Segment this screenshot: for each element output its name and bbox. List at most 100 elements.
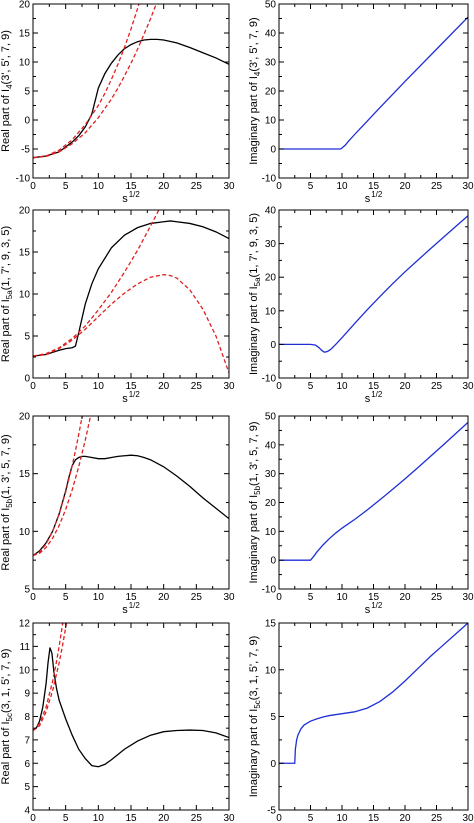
y-tick-label: 10 (265, 306, 277, 317)
y-tick-label: 20 (19, 0, 31, 11)
y-axis-label: Real part of I5c(3, 1, 5', 7, 9) (0, 649, 14, 785)
series-line-3 (33, 416, 92, 557)
y-tick-label: 50 (265, 0, 277, 11)
x-tick-label: 20 (158, 813, 170, 823)
y-tick-label: 30 (265, 239, 277, 250)
x-tick-label: 0 (276, 813, 282, 823)
y-tick-label: 10 (19, 527, 31, 538)
y-tick-label: 10 (265, 665, 277, 676)
series-line-1 (279, 215, 468, 353)
x-tick-label: 0 (30, 381, 36, 392)
y-tick-label: 30 (265, 469, 277, 480)
x-tick-label: 10 (93, 181, 105, 192)
x-tick-label: 10 (336, 381, 348, 392)
x-tick-label: 25 (431, 381, 443, 392)
x-tick-label: 15 (125, 181, 137, 192)
x-tick-label: 15 (368, 592, 380, 603)
plot-frame (278, 622, 469, 811)
y-tick-label: 50 (265, 412, 277, 423)
y-tick-label: 15 (19, 29, 31, 40)
x-tick-label: 25 (431, 592, 443, 603)
x-axis-label: s1/2 (122, 390, 140, 405)
x-tick-label: 30 (462, 813, 474, 823)
y-tick-label: 5 (24, 782, 30, 793)
x-tick-label: 10 (336, 181, 348, 192)
x-tick-label: 10 (336, 592, 348, 603)
y-tick-label: 5 (24, 332, 30, 343)
y-tick-label: 20 (265, 498, 277, 509)
plot-frame (278, 415, 469, 590)
x-axis-label: s1/2 (365, 601, 383, 616)
y-tick-label: 7 (24, 735, 30, 746)
y-tick-label: 20 (265, 87, 277, 98)
x-tick-label: 20 (399, 181, 411, 192)
y-axis-label: Real part of I5a(1, 7', 9, 3, 5) (0, 226, 14, 362)
y-tick-label: -5 (21, 145, 30, 156)
x-tick-label: 0 (276, 381, 282, 392)
x-tick-label: 5 (63, 181, 69, 192)
chart-panel-2: 0 5 10 15 20 25 30-1001020304050s1/2Imaginary … (248, 0, 474, 205)
x-axis-label: s1/2 (122, 601, 140, 616)
plot-frame (278, 3, 469, 179)
x-tick-label: 25 (431, 181, 443, 192)
series-line-1 (33, 38, 229, 159)
series-line-3 (33, 274, 229, 374)
y-tick-label: 12 (19, 619, 31, 630)
y-axis-label: Imaginary part of I4(3', 5', 7, 9) (248, 17, 262, 164)
y-tick-label: 20 (19, 206, 31, 217)
x-tick-label: 5 (308, 813, 314, 823)
x-tick-label: 0 (30, 813, 36, 823)
x-tick-label: 20 (158, 381, 170, 392)
series-line-3 (33, 4, 157, 159)
y-tick-label: 5 (24, 87, 30, 98)
y-tick-label: 40 (265, 206, 277, 217)
series-line-2 (33, 4, 140, 159)
x-tick-label: 20 (158, 181, 170, 192)
plot-frame (278, 209, 469, 379)
y-tick-label: 40 (265, 29, 277, 40)
x-tick-label: 5 (308, 592, 314, 603)
y-tick-label: -10 (16, 174, 31, 185)
y-axis-label: Real part of I4(3', 5', 7, 9) (0, 30, 14, 152)
chart-panel-1: 0 5 10 15 20 25 30 -10 -5 0 5 10 15 20 s1/2 Real part o… (0, 0, 235, 205)
y-tick-label: 4 (24, 806, 30, 817)
series-line-1 (279, 623, 468, 764)
x-tick-label: 30 (223, 813, 235, 823)
x-tick-label: 5 (63, 813, 69, 823)
y-tick-label: 10 (19, 58, 31, 69)
y-tick-label: 40 (265, 440, 277, 451)
x-tick-label: 15 (368, 381, 380, 392)
x-tick-label: 30 (223, 592, 235, 603)
series-line-1 (279, 421, 468, 561)
x-tick-label: 25 (191, 813, 203, 823)
y-tick-label: 0 (270, 556, 276, 567)
x-tick-label: 15 (125, 381, 137, 392)
series-line-2 (33, 623, 64, 731)
y-tick-label: 0 (24, 116, 30, 127)
x-tick-label: 5 (308, 181, 314, 192)
x-tick-label: 30 (223, 181, 235, 192)
x-axis-label: s1/2 (365, 390, 383, 405)
y-tick-label: 0 (270, 145, 276, 156)
x-tick-label: 5 (308, 381, 314, 392)
x-tick-label: 0 (276, 592, 282, 603)
series-line-2 (33, 416, 83, 557)
y-tick-label: 11 (20, 642, 31, 653)
chart-panel-3: 0 5 10 15 20 25 30 0 5 10 15 20 s1/2 Real part of I5a… (0, 206, 235, 406)
x-tick-label: 15 (368, 181, 380, 192)
x-tick-label: 30 (462, 592, 474, 603)
y-tick-label: -10 (262, 585, 277, 596)
x-tick-label: 30 (462, 181, 474, 192)
x-tick-label: 25 (191, 381, 203, 392)
y-tick-label: -10 (262, 174, 277, 185)
y-tick-label: 0 (270, 759, 276, 770)
y-tick-label: 0 (270, 340, 276, 351)
x-axis-label: s1/2 (365, 190, 383, 205)
y-tick-label: 10 (19, 665, 31, 676)
x-tick-label: 10 (336, 813, 348, 823)
y-tick-label: 10 (265, 116, 277, 127)
